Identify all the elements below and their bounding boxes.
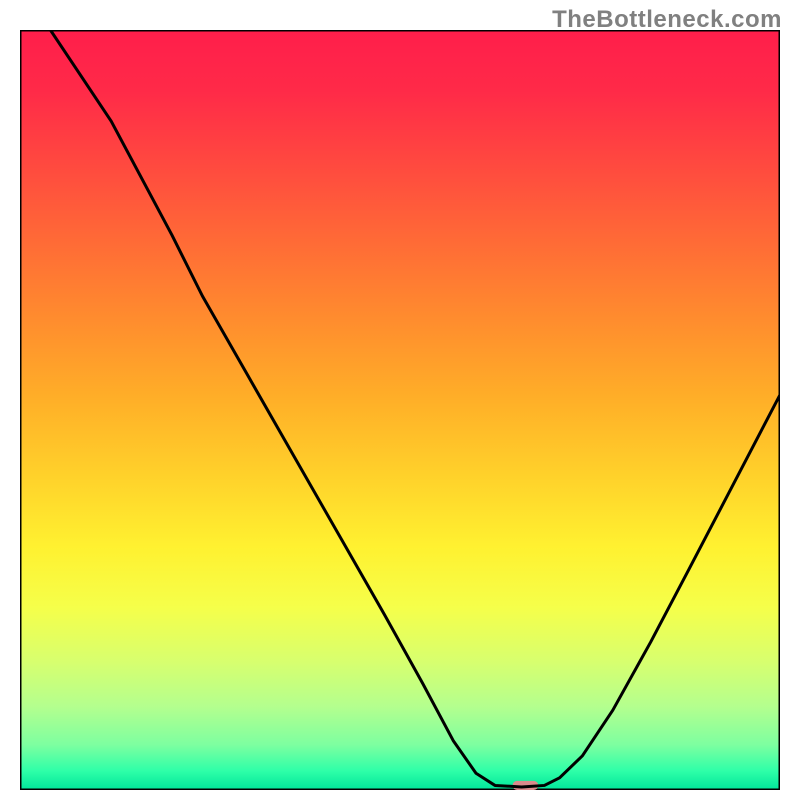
chart-frame: TheBottleneck.com: [0, 0, 800, 800]
chart-background: [20, 30, 780, 790]
bottleneck-curve: [50, 30, 780, 787]
optimal-marker: [512, 781, 538, 790]
watermark-label: TheBottleneck.com: [552, 6, 782, 34]
bottleneck-chart: [20, 30, 780, 790]
chart-border: [20, 30, 780, 790]
chart-svg: [20, 30, 780, 790]
